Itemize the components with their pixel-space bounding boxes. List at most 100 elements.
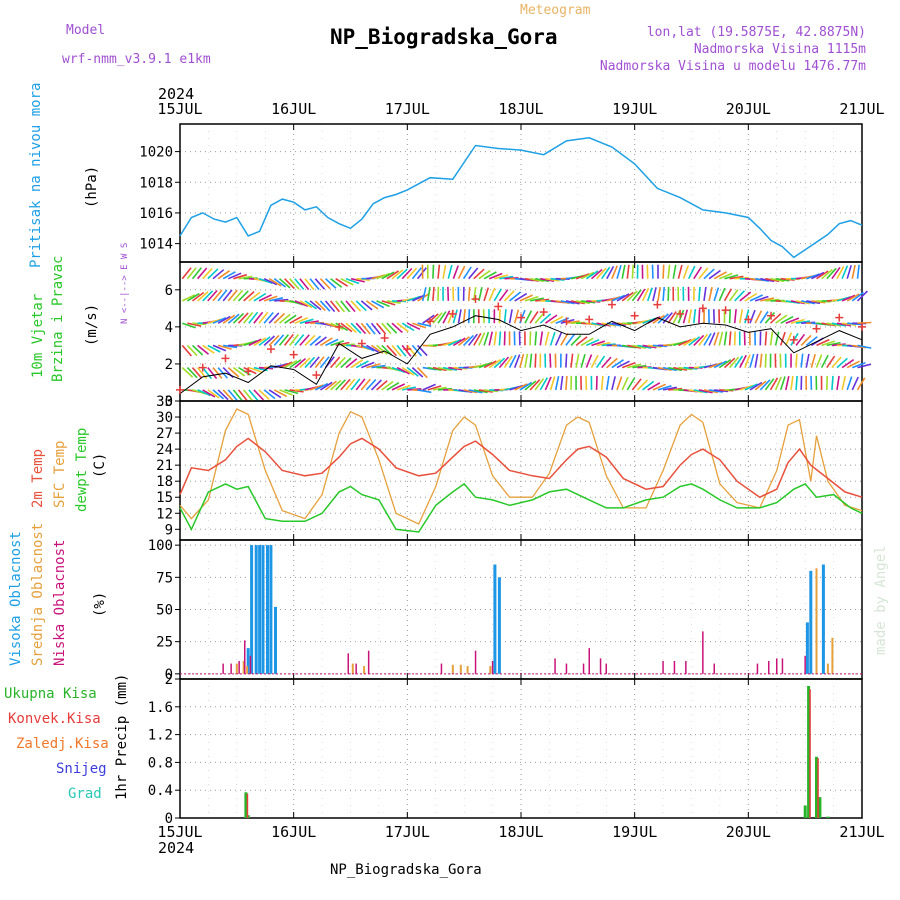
wind-arrow (186, 344, 198, 357)
wind-arrow (554, 332, 563, 346)
wind-arrow (212, 367, 223, 379)
wind-arrow (191, 344, 204, 356)
wind-arrow (350, 359, 364, 369)
x-tick-label: 19JUL (612, 100, 657, 118)
y-tick-label: 18 (156, 474, 173, 490)
wind-arrow (621, 264, 626, 279)
x-tick-label: 20JUL (726, 823, 771, 841)
cloud-high-bar (246, 648, 250, 674)
wind-arrow (754, 380, 767, 391)
wind-arrow (222, 289, 233, 302)
wind-arrow (503, 355, 513, 369)
cloud-high-bar (805, 622, 809, 674)
wind-arrow (775, 277, 790, 282)
wind-arrow (197, 291, 209, 302)
wind-arrow (503, 290, 515, 302)
wind-arrow (549, 331, 556, 346)
cloud-low-bar (662, 661, 664, 674)
wind-arrow (831, 266, 841, 280)
wind-arrow (759, 311, 769, 324)
wind-arrow (478, 269, 491, 280)
wind-arrow (657, 366, 672, 371)
wind-arrow (299, 278, 310, 291)
cloud-low-bar (347, 653, 349, 674)
wind-arrow (616, 264, 622, 279)
wind-arrow (467, 286, 471, 301)
wind-arrow (826, 322, 841, 327)
wind-arrow (181, 294, 196, 302)
cloud-low-bar (474, 650, 477, 674)
wind-arrow (258, 277, 273, 284)
pressure-line (179, 137, 863, 259)
wind-arrow (677, 309, 685, 324)
wind-arrow (636, 288, 646, 302)
wind-arrow (360, 322, 371, 335)
wind-arrow (284, 278, 295, 290)
wind-arrow (360, 344, 375, 352)
wind-arrow (207, 367, 218, 380)
wind-arrow (836, 357, 848, 369)
cloud-high-bar (274, 606, 277, 674)
wind-arrow (304, 334, 316, 346)
wind-arrow (258, 389, 270, 400)
wind-arrow (422, 383, 436, 391)
wind-arrow (493, 357, 506, 369)
wind-arrow (217, 289, 228, 302)
cloud-low-bar (599, 658, 602, 674)
wind-arrow (575, 300, 591, 305)
wind-arrow (698, 267, 709, 280)
wind-arrow (565, 333, 576, 346)
wind-arrow (764, 378, 775, 391)
wind-arrow (811, 271, 825, 280)
wind-arrow (641, 287, 650, 302)
wind-arrow (365, 322, 376, 335)
wind-arrow (611, 294, 626, 302)
wind-arrow (324, 300, 336, 313)
wind-arrow (534, 311, 545, 324)
wind-arrow (284, 360, 298, 369)
wind-arrow (498, 309, 501, 324)
wind-arrow (483, 331, 490, 346)
wind-arrow (494, 274, 509, 280)
y-tick-label: 1016 (139, 206, 173, 222)
wind-arrow (734, 355, 744, 369)
wind-arrow (381, 344, 393, 356)
cloud-low-bar (702, 631, 704, 674)
wind-arrow (248, 311, 259, 324)
wind-arrow (749, 309, 756, 324)
wind-arrow (304, 356, 316, 369)
wind-arrow (826, 355, 836, 369)
y-tick-label: 1.2 (148, 728, 173, 744)
cloud-low-bar (756, 663, 759, 674)
wind-arrow (851, 376, 859, 391)
wind-arrow (591, 322, 606, 327)
wind-arrow (626, 290, 638, 302)
wind-arrow (386, 382, 400, 391)
wind-arrow (345, 300, 356, 313)
wind-arrow (703, 389, 718, 394)
cloud-low-bar (582, 663, 585, 674)
wind-arrow (759, 379, 771, 391)
sfc-temp-line (179, 408, 863, 525)
station-title: NP_Biogradska_Gora (330, 25, 558, 49)
wind-arrow (826, 267, 837, 280)
wind-arrow (432, 366, 447, 372)
wind-arrow (820, 354, 829, 368)
wind-arrow (529, 379, 541, 391)
wind-arrow (258, 294, 272, 302)
wind-arrow (268, 389, 282, 399)
wind-arrow (412, 294, 426, 302)
wind-arrow (483, 271, 497, 280)
wind-arrow (294, 357, 307, 369)
wind-arrow (851, 264, 856, 279)
cloud-low-bar (804, 655, 806, 674)
wind-arrow (513, 309, 520, 324)
wind-arrow (237, 389, 248, 402)
y-tick-label: 21 (156, 458, 173, 474)
wind-arrow (795, 375, 798, 390)
wind-arrow (232, 366, 246, 377)
wind-arrow (217, 315, 231, 324)
wind-arrow (309, 384, 324, 391)
wind-arrow (217, 367, 228, 379)
wind-arrow (815, 354, 823, 368)
